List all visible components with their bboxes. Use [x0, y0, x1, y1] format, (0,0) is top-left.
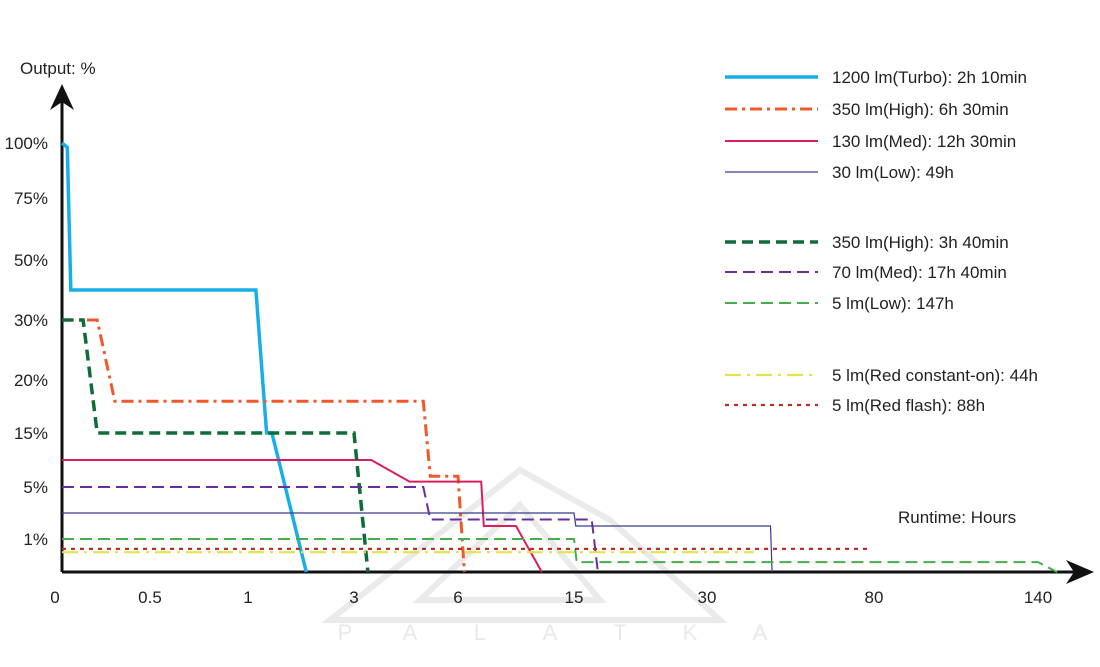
- series-line-2: [62, 318, 466, 573]
- y-axis-title: Output: %: [20, 59, 96, 78]
- series-lines: [60, 141, 1058, 573]
- watermark-letter: K: [683, 620, 698, 645]
- legend-label: 350 lm(High): 3h 40min: [832, 233, 1009, 252]
- watermark-letter: A: [543, 620, 558, 645]
- y-tick-label: 1%: [23, 530, 48, 549]
- series-line-5: [62, 318, 370, 573]
- watermark-letter: P: [338, 620, 353, 645]
- y-tick-label: 15%: [14, 424, 48, 443]
- legend-label: 5 lm(Red flash): 88h: [832, 396, 985, 415]
- y-tick-label: 5%: [23, 478, 48, 497]
- watermark-letter: A: [403, 620, 418, 645]
- x-tick-label: 6: [453, 588, 462, 607]
- x-tick-label: 0: [50, 588, 59, 607]
- watermark-letter: A: [753, 620, 768, 645]
- y-tick-label: 50%: [14, 251, 48, 270]
- y-tick-labels: 1% 5% 15% 20% 30% 50% 75% 100%: [5, 134, 48, 549]
- y-tick-label: 75%: [14, 189, 48, 208]
- series-line-3: [62, 459, 543, 573]
- x-tick-label: 3: [349, 588, 358, 607]
- x-tick-label: 15: [565, 588, 584, 607]
- legend-label: 1200 lm(Turbo): 2h 10min: [832, 68, 1027, 87]
- x-tick-labels: 0 0.5 1 3 6 15 30 80 140: [50, 588, 1052, 607]
- x-tick-label: 1: [243, 588, 252, 607]
- legend-label: 130 lm(Med): 12h 30min: [832, 132, 1016, 151]
- x-tick-label: 140: [1024, 588, 1052, 607]
- y-tick-label: 30%: [14, 311, 48, 330]
- y-axis-arrow-icon: [50, 84, 74, 110]
- series-line-6: [62, 486, 599, 573]
- watermark-letter: T: [613, 620, 626, 645]
- legend-label: 30 lm(Low): 49h: [832, 163, 954, 182]
- legend-label: 5 lm(Red constant-on): 44h: [832, 366, 1038, 385]
- watermark-mountain-icon: [321, 466, 728, 623]
- legend-label: 5 lm(Low): 147h: [832, 294, 954, 313]
- x-tick-label: 0.5: [138, 588, 162, 607]
- series-line-4: [62, 512, 773, 573]
- legend-label: 350 lm(High): 6h 30min: [832, 100, 1009, 119]
- legend: 1200 lm(Turbo): 2h 10min 350 lm(High): 6h…: [725, 68, 1038, 415]
- legend-label: 70 lm(Med): 17h 40min: [832, 263, 1007, 282]
- x-tick-label: 30: [698, 588, 717, 607]
- y-tick-label: 100%: [5, 134, 48, 153]
- axes: [50, 84, 1094, 584]
- x-axis-title: Runtime: Hours: [898, 508, 1016, 527]
- watermark-letter: L: [474, 620, 486, 645]
- x-axis-arrow-icon: [1066, 560, 1094, 584]
- series-line-1: [60, 141, 308, 573]
- y-tick-label: 20%: [14, 371, 48, 390]
- x-tick-label: 80: [865, 588, 884, 607]
